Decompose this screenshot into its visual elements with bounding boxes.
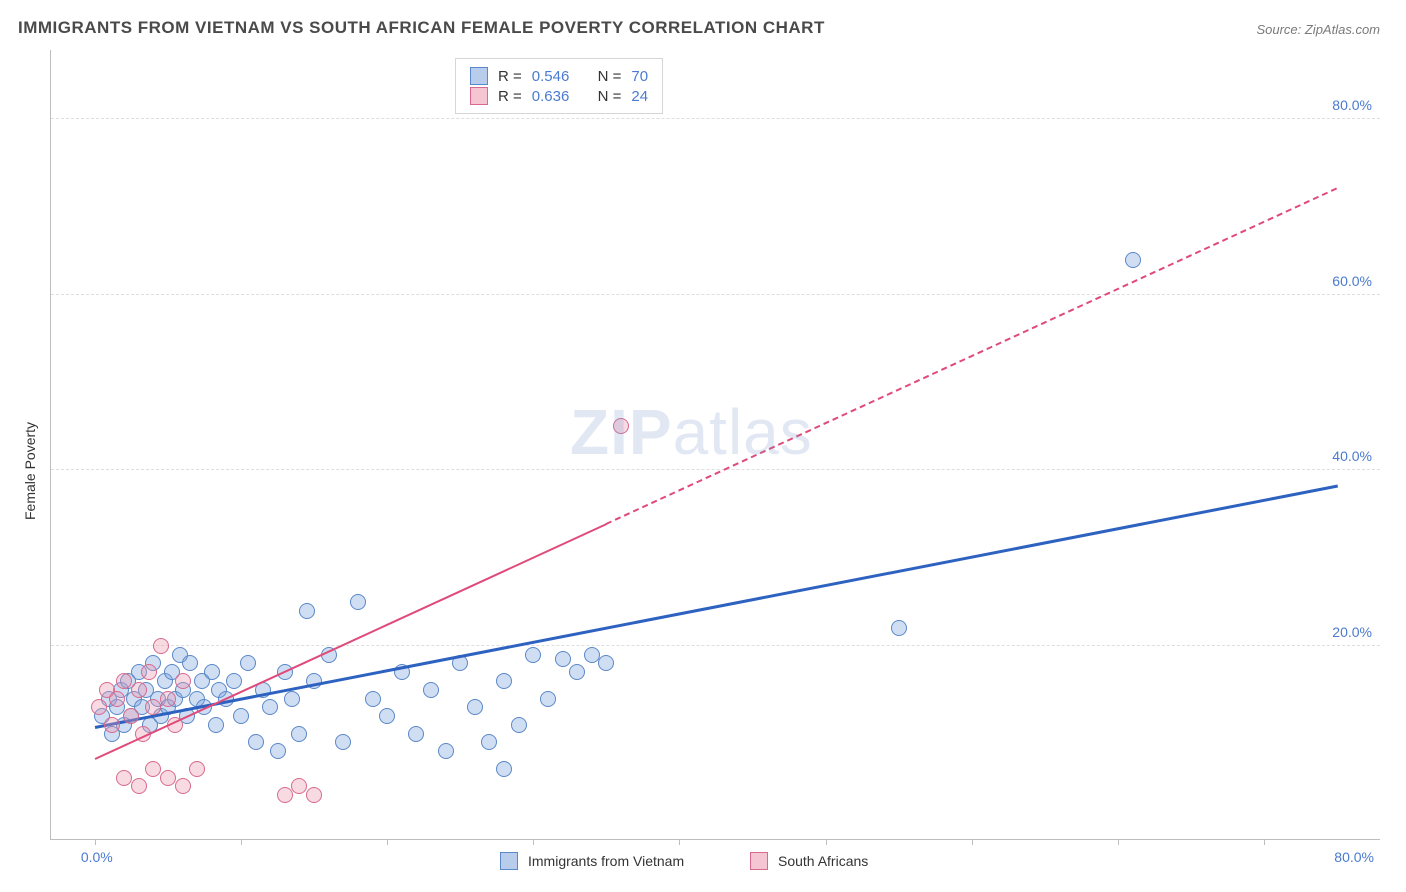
x-tick	[826, 839, 827, 845]
data-point	[306, 787, 322, 803]
data-point	[511, 717, 527, 733]
y-tick-label: 60.0%	[1332, 273, 1372, 289]
x-tick	[533, 839, 534, 845]
data-point	[598, 655, 614, 671]
data-point	[365, 691, 381, 707]
data-point	[569, 664, 585, 680]
legend-r-value: 0.636	[532, 88, 570, 105]
legend-row: R = 0.546 N = 70	[470, 67, 648, 85]
legend-r-label: R =	[498, 68, 522, 85]
data-point	[123, 708, 139, 724]
legend-n-label: N =	[598, 68, 622, 85]
data-point	[145, 761, 161, 777]
data-point	[262, 699, 278, 715]
data-point	[141, 664, 157, 680]
correlation-legend: R = 0.546 N = 70 R = 0.636 N = 24	[455, 58, 663, 114]
data-point	[116, 673, 132, 689]
legend-series-name: Immigrants from Vietnam	[528, 853, 684, 869]
legend-swatch	[470, 87, 488, 105]
data-point	[104, 717, 120, 733]
legend-series-name: South Africans	[778, 853, 868, 869]
gridline	[51, 469, 1380, 470]
data-point	[91, 699, 107, 715]
data-point	[153, 638, 169, 654]
data-point	[481, 734, 497, 750]
legend-swatch	[750, 852, 768, 870]
data-point	[423, 682, 439, 698]
legend-swatch	[500, 852, 518, 870]
x-tick	[387, 839, 388, 845]
x-tick-label-start: 0.0%	[81, 849, 113, 865]
x-tick	[972, 839, 973, 845]
data-point	[438, 743, 454, 759]
data-point	[496, 673, 512, 689]
data-point	[555, 651, 571, 667]
data-point	[182, 655, 198, 671]
data-point	[299, 603, 315, 619]
data-point	[131, 778, 147, 794]
x-tick	[241, 839, 242, 845]
data-point	[291, 778, 307, 794]
x-tick	[679, 839, 680, 845]
data-point	[240, 655, 256, 671]
chart-title: IMMIGRANTS FROM VIETNAM VS SOUTH AFRICAN…	[18, 18, 825, 38]
data-point	[525, 647, 541, 663]
legend-r-label: R =	[498, 88, 522, 105]
legend-n-label: N =	[598, 88, 622, 105]
series-legend-vietnam: Immigrants from Vietnam	[500, 852, 684, 870]
y-axis-label: Female Poverty	[22, 422, 38, 520]
legend-n-value: 24	[631, 88, 648, 105]
y-tick-label: 20.0%	[1332, 624, 1372, 640]
x-tick-label-end: 80.0%	[1334, 849, 1374, 865]
data-point	[379, 708, 395, 724]
data-point	[131, 682, 147, 698]
trend-line	[95, 485, 1338, 729]
data-point	[145, 699, 161, 715]
legend-r-value: 0.546	[532, 68, 570, 85]
data-point	[277, 787, 293, 803]
data-point	[233, 708, 249, 724]
data-point	[204, 664, 220, 680]
gridline	[51, 645, 1380, 646]
data-point	[540, 691, 556, 707]
data-point	[109, 691, 125, 707]
data-point	[116, 770, 132, 786]
data-point	[226, 673, 242, 689]
data-point	[1125, 252, 1141, 268]
y-tick-label: 80.0%	[1332, 97, 1372, 113]
legend-n-value: 70	[631, 68, 648, 85]
data-point	[175, 673, 191, 689]
data-point	[270, 743, 286, 759]
y-tick-label: 40.0%	[1332, 448, 1372, 464]
source-attribution: Source: ZipAtlas.com	[1256, 22, 1380, 37]
legend-swatch	[470, 67, 488, 85]
data-point	[284, 691, 300, 707]
data-point	[208, 717, 224, 733]
plot-area: 20.0%40.0%60.0%80.0%0.0%80.0%	[50, 50, 1380, 840]
x-tick	[1264, 839, 1265, 845]
data-point	[613, 418, 629, 434]
x-tick	[1118, 839, 1119, 845]
data-point	[335, 734, 351, 750]
data-point	[291, 726, 307, 742]
data-point	[467, 699, 483, 715]
gridline	[51, 294, 1380, 295]
data-point	[350, 594, 366, 610]
x-tick	[95, 839, 96, 845]
data-point	[248, 734, 264, 750]
data-point	[175, 778, 191, 794]
data-point	[408, 726, 424, 742]
data-point	[160, 770, 176, 786]
data-point	[189, 761, 205, 777]
series-legend-south-africans: South Africans	[750, 852, 868, 870]
data-point	[584, 647, 600, 663]
legend-row: R = 0.636 N = 24	[470, 87, 648, 105]
data-point	[160, 691, 176, 707]
data-point	[891, 620, 907, 636]
data-point	[496, 761, 512, 777]
trend-line	[606, 188, 1338, 525]
gridline	[51, 118, 1380, 119]
